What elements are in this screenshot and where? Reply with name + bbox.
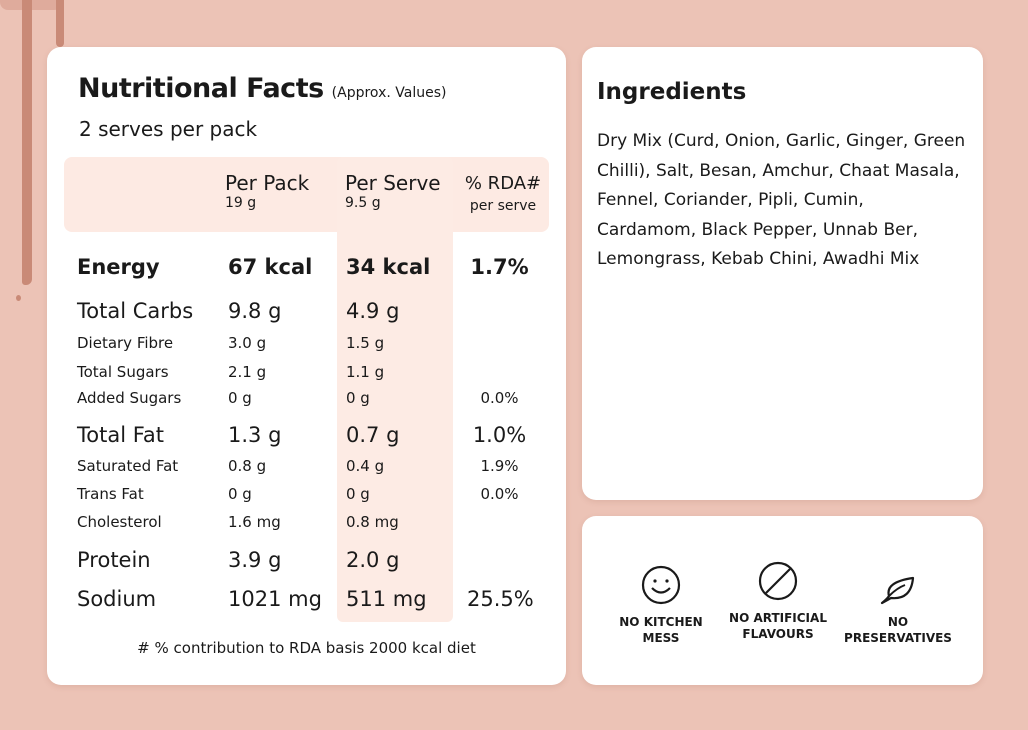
per-pack-value: 9.8 g <box>228 299 282 323</box>
nutrient-row: Energy 67 kcal 34 kcal 1.7% <box>47 255 566 285</box>
per-serve-value: 34 kcal <box>346 255 431 279</box>
rda-value: 1.0% <box>472 423 527 447</box>
nutrient-row: Total Carbs 9.8 g 4.9 g <box>47 299 566 329</box>
ingredients-title: Ingredients <box>597 79 747 105</box>
nutrient-name: Total Carbs <box>77 299 194 323</box>
nutrient-name: Added Sugars <box>77 389 182 407</box>
badge-no-kitchen-mess: NO KITCHEN MESS <box>601 564 721 646</box>
ingredients-list: Dry Mix (Curd, Onion, Garlic, Ginger, Gr… <box>597 131 966 269</box>
badges-card: NO KITCHEN MESS NO ARTIFICIAL FLAVOURS N… <box>582 516 983 685</box>
header-band <box>64 157 549 232</box>
nutrient-row: Total Fat 1.3 g 0.7 g 1.0% <box>47 423 566 453</box>
rda-value: 25.5% <box>467 587 534 611</box>
badge-label: NO KITCHEN MESS <box>619 615 703 645</box>
badge-label: NO ARTIFICIAL FLAVOURS <box>729 611 827 641</box>
rda-label: % RDA# <box>464 173 542 194</box>
per-serve-value: 0.4 g <box>346 457 385 475</box>
nutrient-name: Protein <box>77 548 151 572</box>
badge-no-artificial-flavours: NO ARTIFICIAL FLAVOURS <box>718 560 838 642</box>
leaf-icon <box>880 576 915 605</box>
header-per-serve: Per Serve 9.5 g <box>345 171 441 211</box>
drip-decoration <box>56 0 64 47</box>
nutrient-name: Saturated Fat <box>77 457 179 475</box>
nutrient-row: Sodium 1021 mg 511 mg 25.5% <box>47 587 566 617</box>
per-serve-column-highlight <box>337 157 453 622</box>
rda-value: 0.0% <box>480 389 519 407</box>
nutrient-name: Total Fat <box>77 423 164 447</box>
serves-per-pack: 2 serves per pack <box>79 117 258 141</box>
ingredients-card: Ingredients Dry Mix (Curd, Onion, Garlic… <box>582 47 983 500</box>
per-pack-value: 1021 mg <box>228 587 322 611</box>
nutrient-name: Dietary Fibre <box>77 334 174 352</box>
nutrition-card: Nutritional Facts (Approx. Values) 2 serv… <box>47 47 566 685</box>
per-serve-weight: 9.5 g <box>345 195 381 211</box>
footnote: # % contribution to RDA basis 2000 kcal … <box>137 639 476 657</box>
per-pack-value: 0 g <box>228 389 252 407</box>
per-pack-value: 3.9 g <box>228 548 282 572</box>
per-pack-weight: 19 g <box>225 195 257 211</box>
per-serve-value: 2.0 g <box>346 548 400 572</box>
per-pack-value: 0 g <box>228 485 252 503</box>
prohibited-icon <box>758 561 798 601</box>
drip-decoration <box>22 0 32 285</box>
per-serve-value: 511 mg <box>346 587 427 611</box>
per-serve-value: 0.7 g <box>346 423 400 447</box>
badge-label: NO PRESERVATIVES <box>844 615 952 645</box>
per-pack-value: 1.3 g <box>228 423 282 447</box>
subtitle: (Approx. Values) <box>331 85 447 101</box>
nutrient-row: Protein 3.9 g 2.0 g <box>47 548 566 578</box>
per-serve-value: 4.9 g <box>346 299 400 323</box>
per-serve-value: 1.1 g <box>346 363 385 381</box>
per-serve-value: 0 g <box>346 485 370 503</box>
per-pack-value: 3.0 g <box>228 334 267 352</box>
per-serve-value: 1.5 g <box>346 334 385 352</box>
per-serve-label: Per Serve <box>345 171 441 195</box>
nutrient-row: Trans Fat 0 g 0 g 0.0% <box>47 485 566 515</box>
per-pack-value: 2.1 g <box>228 363 267 381</box>
per-serve-value: 0.8 mg <box>346 513 399 531</box>
rda-value: 1.9% <box>480 457 519 475</box>
nutrient-row: Added Sugars 0 g 0 g 0.0% <box>47 389 566 419</box>
rda-value: 0.0% <box>480 485 519 503</box>
per-pack-value: 1.6 mg <box>228 513 281 531</box>
nutrient-name: Total Sugars <box>77 363 169 381</box>
nutrient-name: Sodium <box>77 587 157 611</box>
header-rda: % RDA# per serve <box>457 173 549 214</box>
nutrient-row: Cholesterol 1.6 mg 0.8 mg <box>47 513 566 543</box>
nutrient-row: Saturated Fat 0.8 g 0.4 g 1.9% <box>47 457 566 487</box>
nutrient-name: Cholesterol <box>77 513 162 531</box>
nutrition-title: Nutritional Facts (Approx. Values) <box>78 73 446 104</box>
badge-no-preservatives: NO PRESERVATIVES <box>838 574 958 646</box>
per-serve-value: 0 g <box>346 389 370 407</box>
drip-decoration <box>16 295 21 301</box>
nutrient-name: Trans Fat <box>77 485 144 503</box>
per-pack-value: 67 kcal <box>228 255 313 279</box>
rda-value: 1.7% <box>470 255 529 279</box>
header-per-pack: Per Pack 19 g <box>225 171 309 211</box>
title-text: Nutritional Facts <box>78 73 324 104</box>
nutrient-row: Total Sugars 2.1 g 1.1 g <box>47 363 566 393</box>
nutrient-name: Energy <box>77 255 160 279</box>
nutrient-row: Dietary Fibre 3.0 g 1.5 g <box>47 334 566 364</box>
per-pack-value: 0.8 g <box>228 457 267 475</box>
smiley-icon <box>641 565 681 605</box>
per-pack-label: Per Pack <box>225 171 310 195</box>
rda-sub: per serve <box>469 198 537 214</box>
